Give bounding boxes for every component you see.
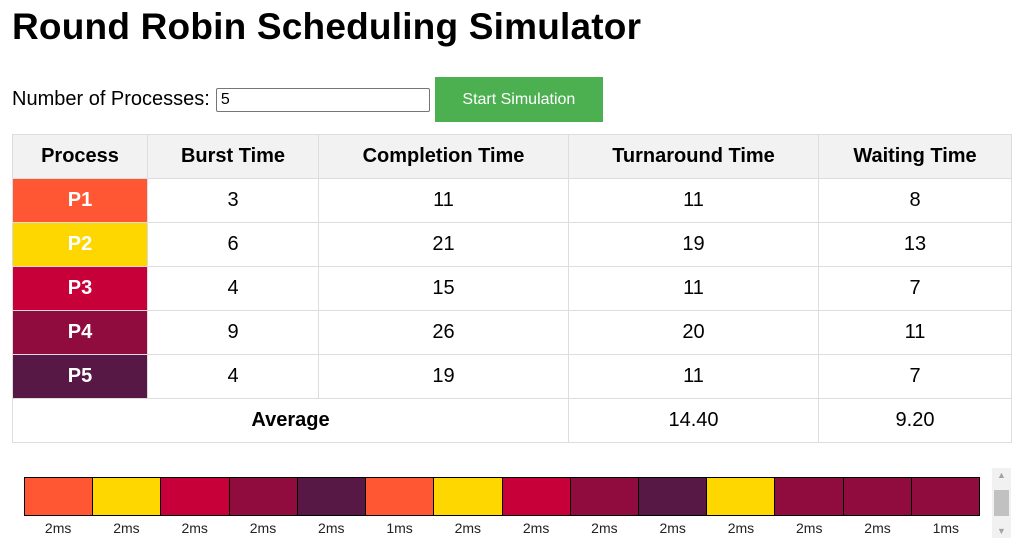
turnaround-time-cell: 19 xyxy=(568,222,819,267)
turnaround-time-cell: 20 xyxy=(568,310,819,355)
gantt-duration-label: 2ms xyxy=(113,520,140,536)
table-row: P2 6 21 19 13 xyxy=(12,222,1012,267)
process-name-cell: P5 xyxy=(12,354,148,399)
gantt-block xyxy=(229,478,298,515)
gantt-duration-label: 2ms xyxy=(659,520,686,536)
process-name-cell: P3 xyxy=(12,266,148,311)
average-row: Average 14.40 9.20 xyxy=(12,398,1012,443)
gantt-bar xyxy=(24,477,980,516)
table-row: P4 9 26 20 11 xyxy=(12,310,1012,355)
gantt-block xyxy=(707,478,776,515)
completion-time-cell: 26 xyxy=(318,310,569,355)
table-row: P5 4 19 11 7 xyxy=(12,354,1012,399)
gantt-labels: 2ms 2ms 2ms 2ms 2ms 1ms 2ms 2ms 2ms 2ms 2ms 2ms 2ms 1… xyxy=(24,520,980,536)
burst-time-cell: 3 xyxy=(147,178,319,223)
controls-row: Number of Processes: Start Simulation xyxy=(12,77,603,122)
table-row: P1 3 11 11 8 xyxy=(12,178,1012,223)
gantt-block xyxy=(570,478,639,515)
completion-time-cell: 19 xyxy=(318,354,569,399)
gantt-duration-label: 2ms xyxy=(591,520,618,536)
waiting-time-cell: 13 xyxy=(818,222,1012,267)
table-header-row: Process Burst Time Completion Time Turna… xyxy=(12,134,1012,179)
gantt-block xyxy=(297,478,367,515)
gantt-block xyxy=(502,478,571,515)
gantt-block xyxy=(775,478,844,515)
process-name-cell: P1 xyxy=(12,178,148,223)
turnaround-time-cell: 11 xyxy=(568,266,819,311)
turnaround-time-cell: 11 xyxy=(568,178,819,223)
waiting-time-cell: 7 xyxy=(818,354,1012,399)
gantt-duration-label: 2ms xyxy=(522,520,550,536)
process-name-cell: P2 xyxy=(12,222,148,267)
table-row: P3 4 15 11 7 xyxy=(12,266,1012,311)
gantt-duration-label: 2ms xyxy=(727,520,755,536)
process-count-label: Number of Processes: xyxy=(12,88,210,110)
turnaround-time-cell: 11 xyxy=(568,354,819,399)
gantt-duration-label: 2ms xyxy=(44,520,72,536)
header-completion-time: Completion Time xyxy=(318,134,569,179)
gantt-duration-label: 2ms xyxy=(796,520,823,536)
page-title: Round Robin Scheduling Simulator xyxy=(12,6,642,47)
burst-time-cell: 9 xyxy=(147,310,319,355)
process-name-cell: P4 xyxy=(12,310,148,355)
scrollbar[interactable]: ▲ ▼ xyxy=(992,468,1011,538)
start-simulation-button[interactable]: Start Simulation xyxy=(434,77,603,122)
header-waiting-time: Waiting Time xyxy=(818,134,1012,179)
gantt-duration-label: 2ms xyxy=(454,520,482,536)
average-turnaround-cell: 14.40 xyxy=(568,398,819,443)
header-burst-time: Burst Time xyxy=(147,134,319,179)
gantt-block xyxy=(25,478,94,515)
burst-time-cell: 4 xyxy=(147,354,319,399)
gantt-duration-label: 1ms xyxy=(932,520,960,536)
gantt-chart: 2ms 2ms 2ms 2ms 2ms 1ms 2ms 2ms 2ms 2ms 2ms 2ms 2ms 1… xyxy=(24,477,980,536)
process-count-input[interactable] xyxy=(215,87,430,112)
triangle-up-icon[interactable]: ▲ xyxy=(997,470,1006,480)
header-process: Process xyxy=(12,134,148,179)
gantt-block xyxy=(161,478,230,515)
completion-time-cell: 11 xyxy=(318,178,569,223)
gantt-block xyxy=(911,478,980,515)
gantt-block xyxy=(366,478,435,515)
gantt-duration-label: 2ms xyxy=(318,520,345,536)
header-turnaround-time: Turnaround Time xyxy=(568,134,819,179)
burst-time-cell: 4 xyxy=(147,266,319,311)
results-table: Process Burst Time Completion Time Turna… xyxy=(12,134,1012,443)
completion-time-cell: 21 xyxy=(318,222,569,267)
waiting-time-cell: 11 xyxy=(818,310,1012,355)
gantt-block xyxy=(843,478,912,515)
scrollbar-thumb[interactable] xyxy=(994,490,1009,516)
gantt-block xyxy=(638,478,708,515)
gantt-duration-label: 2ms xyxy=(249,520,277,536)
completion-time-cell: 15 xyxy=(318,266,569,311)
triangle-down-icon[interactable]: ▼ xyxy=(997,526,1006,536)
gantt-block xyxy=(434,478,503,515)
gantt-duration-label: 1ms xyxy=(386,520,413,536)
average-waiting-cell: 9.20 xyxy=(818,398,1012,443)
burst-time-cell: 6 xyxy=(147,222,319,267)
average-label: Average xyxy=(12,398,569,443)
gantt-block xyxy=(93,478,162,515)
waiting-time-cell: 7 xyxy=(818,266,1012,311)
gantt-duration-label: 2ms xyxy=(864,520,891,536)
waiting-time-cell: 8 xyxy=(818,178,1012,223)
gantt-duration-label: 2ms xyxy=(181,520,208,536)
